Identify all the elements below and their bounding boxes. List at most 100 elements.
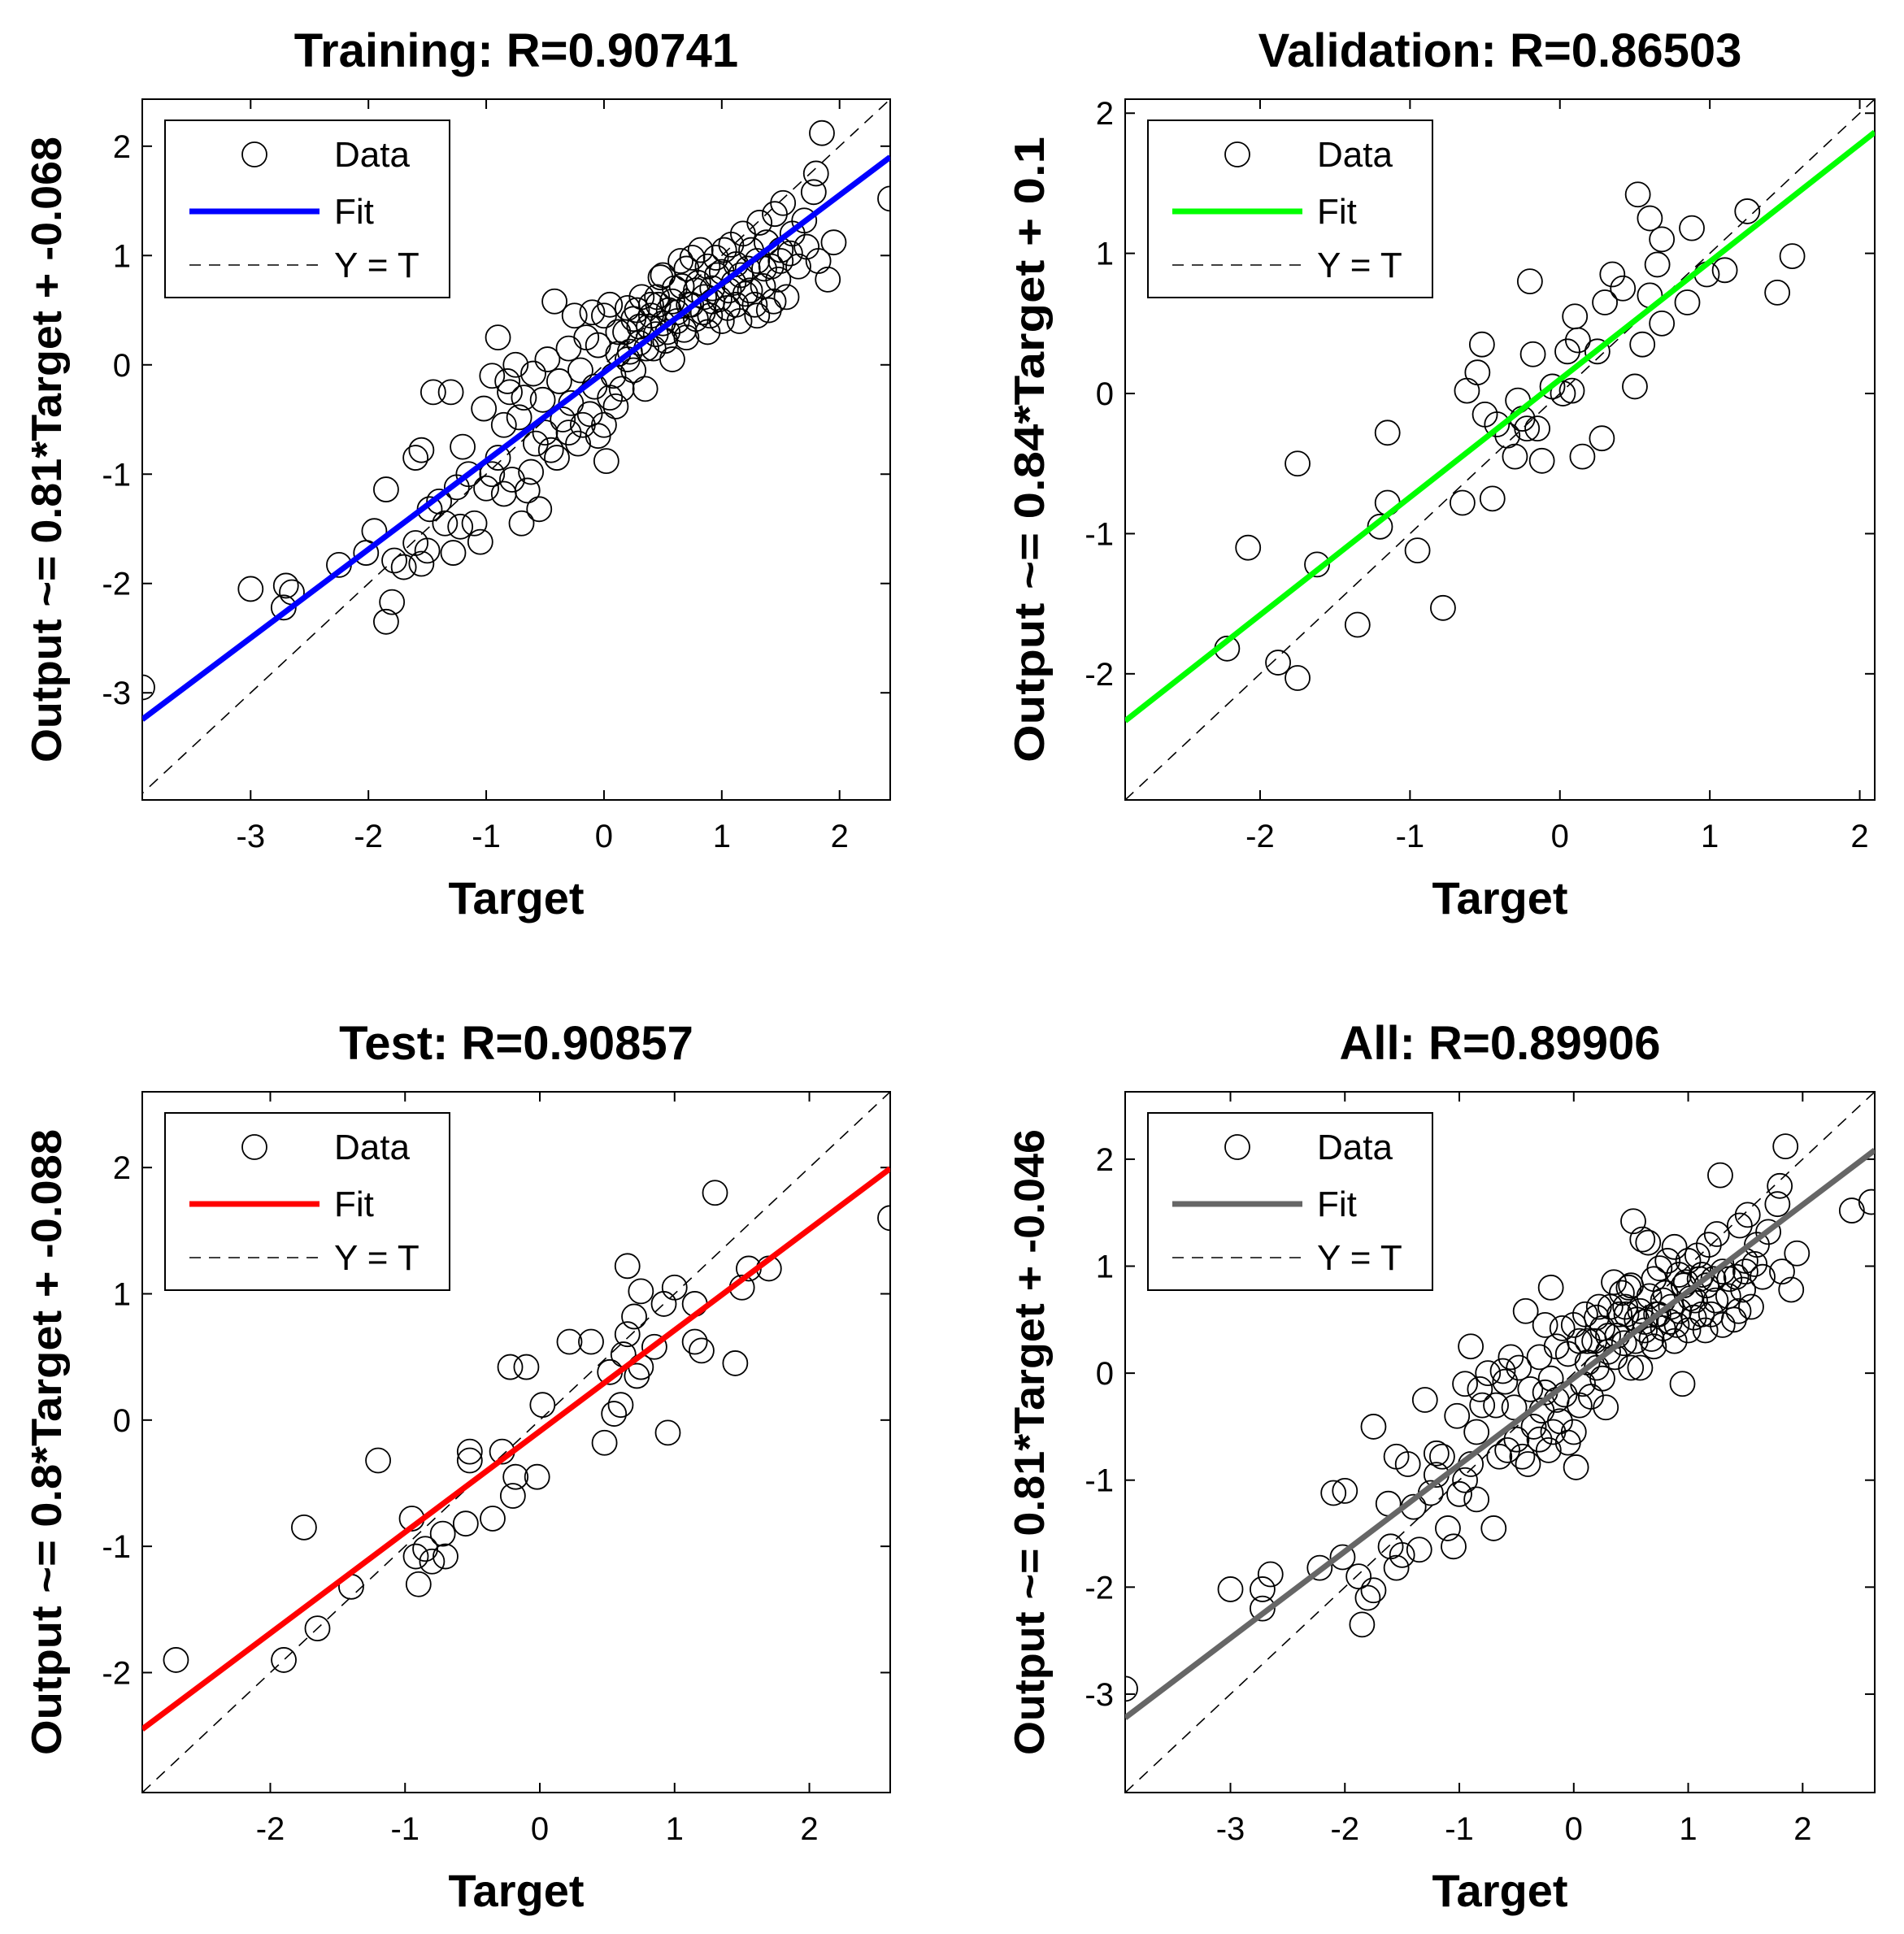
y-tick-label: -2	[1085, 657, 1114, 693]
data-point	[1435, 1515, 1461, 1541]
legend-fit-label: Fit	[334, 192, 374, 232]
plot-area	[1125, 99, 1875, 800]
data-point	[628, 1278, 654, 1305]
data-point	[523, 430, 549, 457]
data-point	[1692, 1317, 1719, 1344]
data-point	[1550, 380, 1576, 406]
y-tick-label: -1	[102, 457, 131, 493]
data-point	[1250, 1576, 1276, 1602]
data-point	[467, 528, 493, 555]
data-point	[529, 386, 556, 413]
y-tick-label: -2	[1085, 1570, 1114, 1606]
data-point	[702, 1180, 728, 1206]
data-point	[1750, 1263, 1776, 1290]
y-tick-label: 0	[113, 1403, 131, 1439]
data-point	[767, 248, 794, 274]
data-point	[1564, 327, 1591, 354]
data-point	[667, 248, 694, 274]
data-point	[494, 368, 521, 394]
x-tick-label: 1	[666, 1811, 684, 1847]
data-point	[579, 299, 606, 326]
data-point	[1404, 537, 1431, 564]
data-point	[271, 1647, 297, 1673]
data-point	[142, 674, 155, 701]
data-point	[550, 406, 576, 432]
x-tick-label: -1	[1445, 1811, 1474, 1847]
data-point	[1716, 1266, 1743, 1293]
data-point	[641, 1333, 667, 1360]
data-point	[1537, 1365, 1564, 1392]
data-point	[1498, 1344, 1524, 1371]
data-point	[1360, 1414, 1387, 1440]
data-point	[632, 376, 659, 402]
data-point	[1257, 1561, 1284, 1588]
data-point	[877, 185, 890, 212]
data-point	[1554, 338, 1580, 365]
data-point	[561, 302, 588, 329]
chart-title: Test: R=0.90857	[339, 1017, 693, 1070]
data-point	[1764, 280, 1791, 306]
data-point	[1383, 1554, 1410, 1581]
data-point	[555, 419, 582, 446]
subplot-3: -2 -1 0 1 2 -2 -1 0 1 2 Data Fit Y = T Test: R=0.9085…	[24, 1017, 891, 1916]
data-point	[1610, 275, 1637, 302]
data-point	[687, 237, 714, 263]
data-point	[591, 411, 617, 438]
data-point	[447, 513, 474, 540]
data-point	[437, 379, 464, 406]
data-point	[1563, 1454, 1589, 1480]
data-point	[1532, 1311, 1558, 1338]
data-point	[1524, 415, 1550, 442]
data-point	[1709, 1311, 1736, 1338]
legend-yt-label: Y = T	[1317, 246, 1402, 285]
data-point	[1515, 1451, 1541, 1477]
data-point	[1430, 594, 1456, 621]
data-point	[615, 294, 641, 321]
data-point	[1512, 1297, 1539, 1324]
data-point	[659, 288, 685, 315]
y-tick-label: 2	[1096, 1142, 1114, 1178]
data-point	[1463, 1486, 1490, 1513]
x-axis-label: Target	[449, 872, 585, 924]
data-point	[456, 1438, 483, 1465]
x-tick-label: 0	[1551, 819, 1569, 854]
chart-title: All: R=0.89906	[1340, 1017, 1661, 1070]
data-point	[737, 277, 763, 304]
legend-fit-label: Fit	[1317, 1184, 1357, 1224]
data-point	[373, 476, 399, 502]
data-point	[1458, 1333, 1485, 1360]
data-point	[765, 266, 792, 293]
data-point	[502, 351, 529, 378]
x-tick-label: 2	[800, 1811, 818, 1847]
data-point	[791, 207, 818, 234]
data-point	[1669, 1371, 1696, 1397]
data-point	[620, 357, 647, 384]
data-point	[1593, 1394, 1619, 1421]
data-point	[1679, 215, 1705, 241]
data-point	[1641, 1333, 1667, 1360]
data-point	[1618, 1354, 1645, 1381]
data-point	[514, 477, 541, 504]
data-point	[1858, 1189, 1875, 1215]
data-point	[1217, 1576, 1244, 1602]
x-tick-label: 0	[531, 1811, 549, 1847]
legend-yt-label: Y = T	[1317, 1238, 1402, 1278]
data-point	[1441, 1533, 1467, 1560]
data-point	[668, 273, 695, 299]
data-point	[1306, 1554, 1333, 1581]
fit-line	[142, 154, 890, 722]
data-point	[1734, 198, 1761, 224]
plot-area	[142, 99, 890, 795]
data-point	[805, 248, 832, 274]
data-point	[499, 467, 525, 493]
chart-title: Validation: R=0.86503	[1258, 24, 1742, 77]
data-point	[663, 299, 690, 326]
data-point	[1707, 1162, 1733, 1189]
legend: Data Fit Y = T	[1147, 1112, 1433, 1291]
data-point	[722, 1350, 749, 1376]
y-tick-label: 1	[1096, 237, 1114, 272]
y-tick-label: 2	[113, 1150, 131, 1186]
data-point	[626, 329, 653, 356]
data-point	[556, 1328, 583, 1355]
